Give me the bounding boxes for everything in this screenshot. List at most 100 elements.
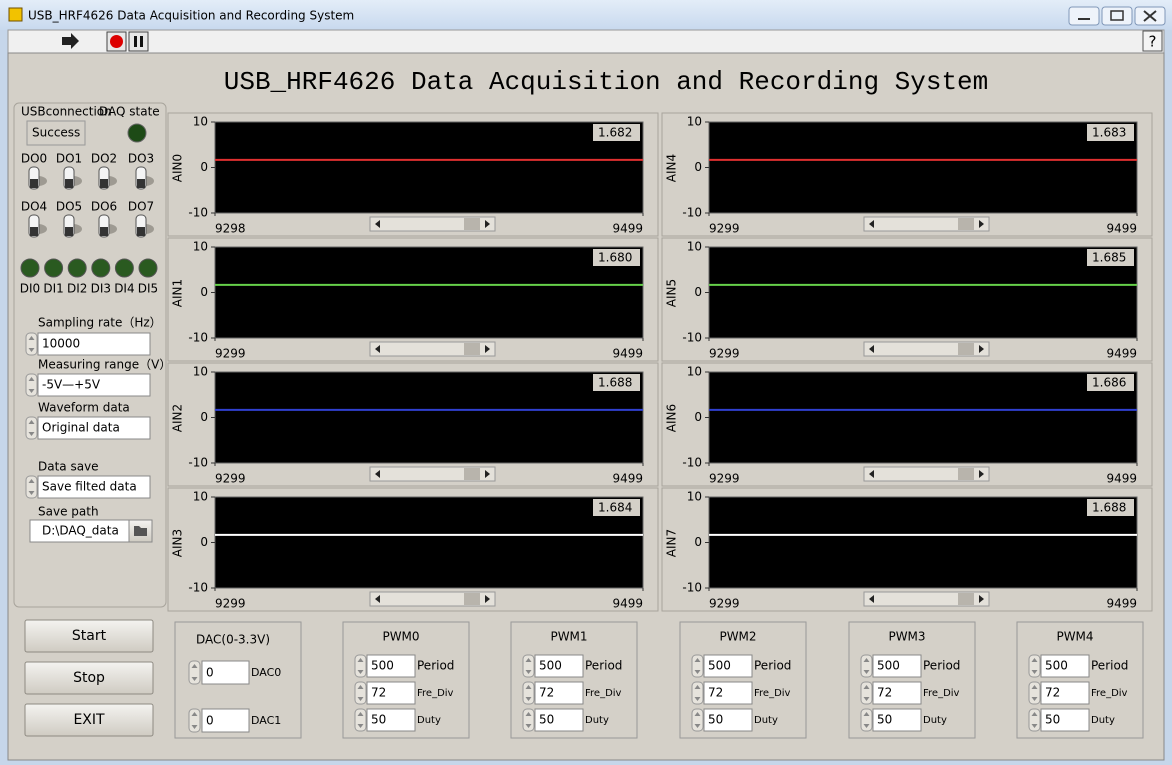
scrollbar[interactable] [863, 216, 990, 232]
pwm-title: PWM3 [888, 630, 925, 644]
setting-field[interactable] [37, 373, 151, 397]
toggle-base [137, 227, 145, 236]
action-button[interactable] [24, 703, 154, 737]
help-button[interactable] [1142, 30, 1163, 52]
pwm-title: PWM1 [550, 630, 587, 644]
pwm-field[interactable] [1040, 654, 1090, 678]
spinner[interactable] [25, 373, 38, 397]
readout-box [593, 124, 640, 141]
scroll-thumb[interactable] [958, 593, 974, 605]
pwm-field[interactable] [703, 708, 753, 732]
setting-field[interactable] [37, 416, 151, 440]
action-button[interactable] [24, 661, 154, 695]
y-tick-label: 10 [193, 490, 208, 504]
dac-field[interactable] [201, 660, 250, 685]
dac-field[interactable] [201, 708, 250, 733]
spinner[interactable] [188, 708, 201, 733]
scrollbar[interactable] [369, 466, 496, 482]
connection-indicator [26, 120, 86, 146]
pause-icon [140, 36, 143, 47]
pwm-field[interactable] [1040, 681, 1090, 705]
pwm-field[interactable] [1040, 708, 1090, 732]
toggle-base [65, 227, 73, 236]
scrollbar[interactable] [369, 591, 496, 607]
setting-field[interactable] [37, 332, 151, 356]
window-controls[interactable] [1068, 6, 1166, 26]
maximize-button[interactable] [1101, 6, 1133, 26]
action-button-label[interactable]: Start [72, 628, 107, 644]
spinner-arrows [357, 685, 364, 701]
pwm-field[interactable] [366, 681, 416, 705]
x-tick-label: 9299 [215, 472, 246, 486]
action-button[interactable] [24, 619, 154, 653]
scroll-thumb[interactable] [958, 343, 974, 355]
scroll-thumb[interactable] [464, 468, 480, 480]
spinner[interactable] [354, 681, 367, 705]
di-label: DI2 [67, 282, 87, 296]
y-tick-label: 10 [193, 115, 208, 129]
spinner[interactable] [25, 332, 38, 356]
scroll-thumb[interactable] [958, 218, 974, 230]
scroll-thumb[interactable] [464, 343, 480, 355]
y-tick-label: 0 [200, 285, 208, 299]
setting-value: 10000 [42, 337, 80, 351]
action-button-label[interactable]: EXIT [73, 712, 105, 728]
pwm-field[interactable] [872, 681, 922, 705]
scrollbar[interactable] [863, 466, 990, 482]
spinner[interactable] [860, 654, 873, 678]
spinner[interactable] [522, 681, 535, 705]
pwm-label: Period [417, 659, 454, 673]
spinner[interactable] [354, 708, 367, 732]
help-icon[interactable]: ? [1149, 33, 1157, 51]
scroll-thumb[interactable] [958, 468, 974, 480]
run-button[interactable] [62, 33, 79, 49]
di-led [44, 258, 64, 278]
pwm-field[interactable] [872, 708, 922, 732]
spinner[interactable] [1028, 708, 1041, 732]
setting-field[interactable] [37, 475, 151, 499]
scrollbar[interactable] [863, 341, 990, 357]
x-tick-label: 9299 [709, 472, 740, 486]
y-tick-label: 0 [200, 535, 208, 549]
toggle-base [30, 179, 38, 188]
scrollbar[interactable] [369, 216, 496, 232]
scroll-thumb[interactable] [464, 218, 480, 230]
readout-box [1087, 374, 1134, 391]
spinner[interactable] [25, 416, 38, 440]
spinner[interactable] [188, 660, 201, 685]
pwm-label: Duty [1091, 715, 1115, 726]
scrollbar[interactable] [369, 341, 496, 357]
spinner[interactable] [522, 708, 535, 732]
spinner[interactable] [691, 654, 704, 678]
pwm-field[interactable] [366, 654, 416, 678]
spinner-arrows [357, 712, 364, 728]
dac-value: 0 [206, 714, 214, 728]
scrollbar[interactable] [863, 591, 990, 607]
connection-value: Success [32, 126, 80, 140]
spinner[interactable] [522, 654, 535, 678]
spinner[interactable] [354, 654, 367, 678]
do-label: DO6 [91, 200, 117, 214]
spinner[interactable] [1028, 654, 1041, 678]
pwm-value: 50 [877, 713, 892, 727]
scroll-thumb[interactable] [464, 593, 480, 605]
x-tick-label: 9499 [1106, 222, 1137, 236]
y-tick-label: 0 [694, 285, 702, 299]
pwm-field[interactable] [534, 708, 584, 732]
spinner[interactable] [860, 681, 873, 705]
spinner[interactable] [1028, 681, 1041, 705]
pwm-field[interactable] [534, 681, 584, 705]
pwm-field[interactable] [366, 708, 416, 732]
spinner[interactable] [25, 475, 38, 499]
spinner[interactable] [860, 708, 873, 732]
y-tick-label: 10 [687, 240, 702, 254]
pwm-field[interactable] [872, 654, 922, 678]
pause-button[interactable] [128, 31, 149, 52]
pwm-field[interactable] [703, 654, 753, 678]
pwm-field[interactable] [534, 654, 584, 678]
action-button-label[interactable]: Stop [73, 670, 105, 686]
minimize-button[interactable] [1068, 6, 1100, 26]
spinner[interactable] [691, 708, 704, 732]
spinner[interactable] [691, 681, 704, 705]
pwm-field[interactable] [703, 681, 753, 705]
